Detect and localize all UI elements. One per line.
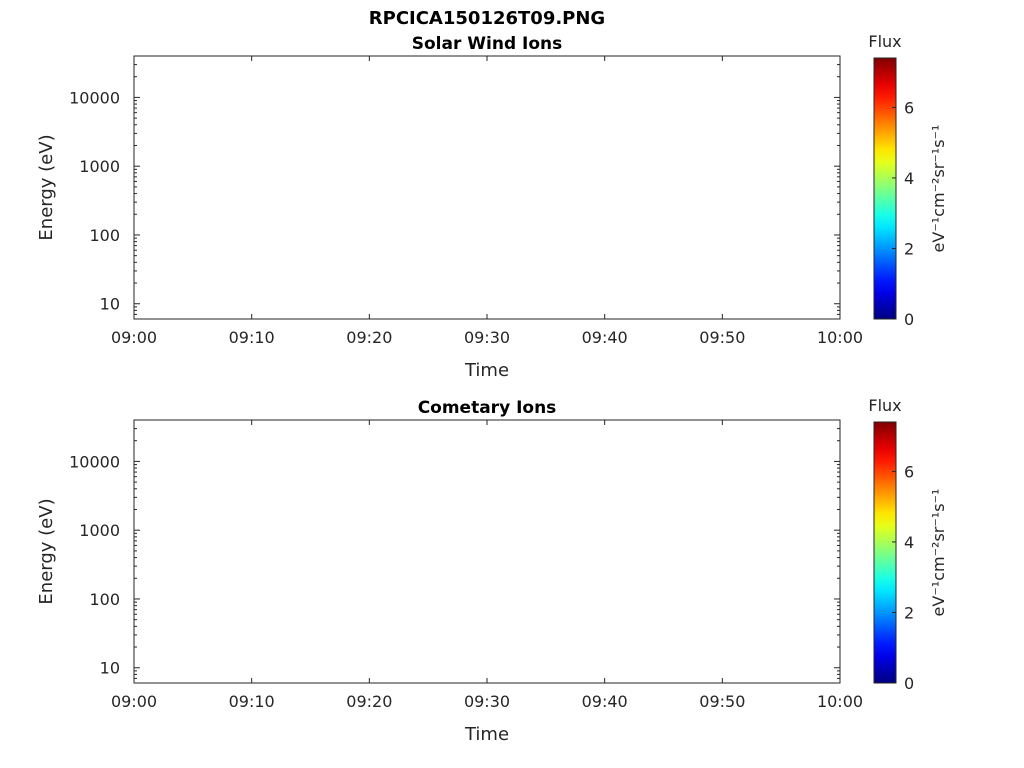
colorbar-unit-label: eV⁻¹cm⁻²sr⁻¹s⁻¹ [929,125,948,253]
colorbar-tick-label: 2 [904,239,914,258]
colorbar-tick-label: 4 [904,169,914,188]
colorbar-tick-label: 6 [904,98,914,117]
panel-title: Cometary Ions [418,398,557,418]
plot-frame [133,55,841,320]
panel-title: Solar Wind Ions [412,34,563,54]
y-tick-label: 10000 [69,88,120,107]
y-tick-label: 10 [100,295,120,314]
colorbar [873,57,897,320]
colorbar-tick-label: 0 [904,310,914,329]
x-tick-label: 09:30 [464,328,510,347]
x-axis-label: Time [464,360,509,381]
solar-wind-ions-panel: Solar Wind Ions 09:00 09:10 09:20 09:30 09:40… [36,32,948,381]
y-axis-label: Energy (eV) [36,134,57,240]
x-tick-label: 10:00 [817,328,863,347]
y-tick-label: 1000 [79,157,120,176]
x-tick-label: 09:20 [346,328,392,347]
colorbar-title: Flux [868,32,901,51]
x-tick-label: 09:50 [699,328,745,347]
x-tick-label: 09:40 [582,328,628,347]
x-tick-label: 09:10 [229,328,275,347]
y-tick-label: 100 [89,226,120,245]
figure-title: RPCICA150126T09.PNG [369,8,605,29]
x-tick-label: 09:00 [111,328,157,347]
